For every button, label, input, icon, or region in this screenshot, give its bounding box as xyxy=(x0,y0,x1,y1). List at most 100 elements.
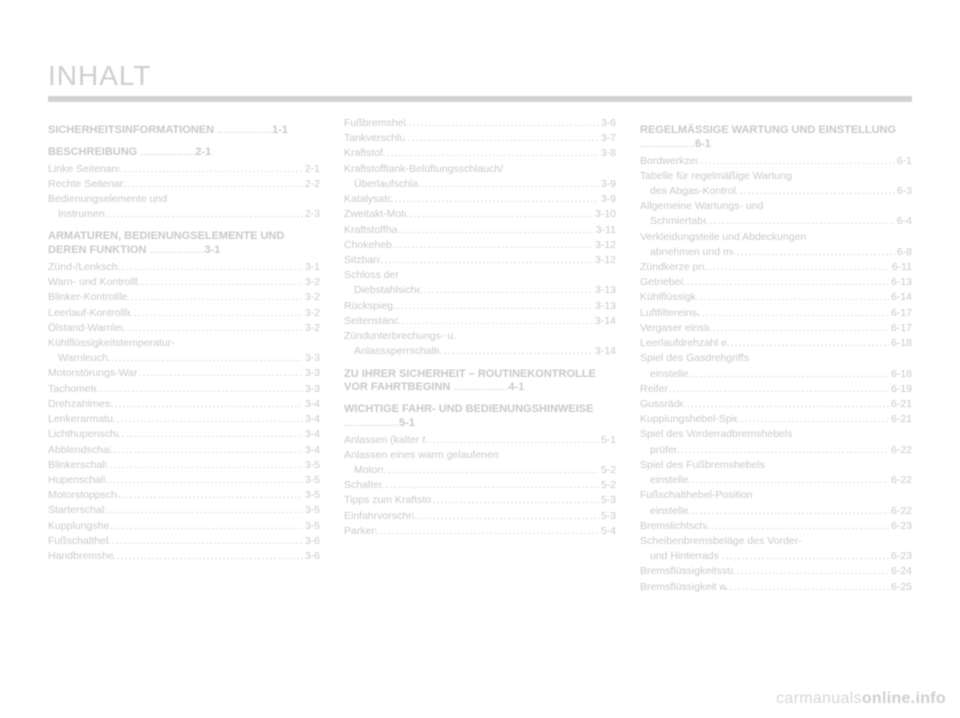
section-title: ZU IHRER SICHERHEIT – ROUTINEKONTROLLE V… xyxy=(344,368,616,396)
toc-entry-label: Parken xyxy=(344,524,376,539)
toc-column: SICHERHEITSINFORMATIONEN ...............… xyxy=(48,116,320,595)
toc-entry-label: Instrumente xyxy=(48,207,105,222)
toc-entry-page: 3-5 xyxy=(303,503,320,518)
dot-leader: ........................................… xyxy=(683,397,889,412)
section-title: WICHTIGE FAHR- UND BEDIENUNGSHINWEISE ..… xyxy=(344,403,616,431)
toc-entry-page: 3-7 xyxy=(599,131,616,146)
toc-entry-label: Bordwerkzeug xyxy=(640,154,697,169)
toc-entry-page: 3-8 xyxy=(599,146,616,161)
toc-entry-label: prüfen xyxy=(640,443,677,458)
toc-entry-label: Tankverschluss xyxy=(344,131,404,146)
toc-entry-label: Kraftstofftank-Belüftungsschlauch/ xyxy=(344,162,503,177)
toc-entry-label: Motorstoppschalter xyxy=(48,488,118,503)
dot-leader: ........................................… xyxy=(383,146,599,161)
dot-leader: ........................................… xyxy=(736,184,895,199)
toc-entry-page: 2-3 xyxy=(303,207,320,222)
toc-entry-label: Allgemeine Wartungs- und xyxy=(640,199,763,214)
toc-entry-page: 6-13 xyxy=(889,275,912,290)
toc-entry: Scheibenbremsbeläge des Vorder- xyxy=(640,534,912,549)
toc-entry-page: 3-4 xyxy=(303,397,320,412)
toc-entry-label: Anlassen eines warm gelaufenen xyxy=(344,448,499,463)
toc-entry: Rechte Seitenansicht....................… xyxy=(48,177,320,192)
toc-entry: Luftfiltereinsatz.......................… xyxy=(640,306,912,321)
toc-entry: Schmiertabelle..........................… xyxy=(640,214,912,229)
dot-leader: ........................................… xyxy=(398,314,593,329)
section-title: ARMATUREN, BEDIENUNGSELEMENTE UND DEREN … xyxy=(48,230,320,258)
dot-leader: ........................................… xyxy=(110,443,303,458)
dot-leader: ........................................… xyxy=(432,493,598,508)
toc-entry-label: Überlaufschlauch xyxy=(344,177,417,192)
dot-leader: ........................................… xyxy=(413,509,599,524)
toc-entry: Abblendschalter.........................… xyxy=(48,443,320,458)
toc-entry-page: 6-11 xyxy=(890,260,912,275)
toc-entry-label: Tabelle für regelmäßige Wartung xyxy=(640,169,792,184)
dot-leader: ........................................… xyxy=(668,382,889,397)
toc-entry-page: 3-9 xyxy=(599,192,616,207)
toc-entry: Drehzahlmesser..........................… xyxy=(48,397,320,412)
toc-entry-page: 3-5 xyxy=(303,519,320,534)
toc-entry-label: Reifen xyxy=(640,382,668,397)
page-title: INHALT xyxy=(48,60,912,102)
toc-entry-page: 3-4 xyxy=(303,443,320,458)
toc-entry-page: 6-23 xyxy=(889,549,912,564)
toc-entry: Seitenständer...........................… xyxy=(344,314,616,329)
toc-entry-page: 3-3 xyxy=(303,382,320,397)
toc-entry-page: 3-3 xyxy=(303,351,320,366)
toc-entry: Bremsflüssigkeit wechseln...............… xyxy=(640,580,912,595)
toc-entry: prüfen..................................… xyxy=(640,443,912,458)
dot-leader: ........................................… xyxy=(393,299,593,314)
toc-entry: Lenkerarmaturen.........................… xyxy=(48,412,320,427)
toc-entry-label: Scheibenbremsbeläge des Vorder- xyxy=(640,534,802,549)
dot-leader: ........................................… xyxy=(111,397,303,412)
dot-leader: ........................................… xyxy=(683,275,889,290)
toc-entry-label: einstellen xyxy=(640,473,688,488)
toc-column: REGELMÄSSIGE WARTUNG UND EINSTELLUNG ...… xyxy=(640,116,912,595)
dot-leader: ........................................… xyxy=(113,412,303,427)
toc-entry-page: 6-18 xyxy=(889,336,912,351)
toc-entry: Vergaser einstellen.....................… xyxy=(640,321,912,336)
toc-entry-label: Spiel des Vorderradbremshebels xyxy=(640,427,792,442)
toc-entry: Bremsflüssigkeitsstand prüfen...........… xyxy=(640,564,912,579)
toc-entry-label: Bremsflüssigkeitsstand prüfen xyxy=(640,564,733,579)
toc-entry-page: 5-3 xyxy=(599,493,616,508)
toc-entry-label: Starterschalter xyxy=(48,503,105,518)
toc-entry-label: Kupplungshebel xyxy=(48,519,110,534)
toc-entry-page: 3-5 xyxy=(303,488,320,503)
dot-leader: ........................................… xyxy=(123,321,303,336)
dot-leader: ........................................… xyxy=(709,321,889,336)
toc-entry: Kraftstoff..............................… xyxy=(344,146,616,161)
toc-entry: des Abgas-Kontrollsystems...............… xyxy=(640,184,912,199)
dot-leader: ........................................… xyxy=(439,344,593,359)
toc-entry: Handbremshebel..........................… xyxy=(48,549,320,564)
toc-entry: und Hinterrads prüfen...................… xyxy=(640,549,912,564)
toc-entry: Verkleidungsteile und Abdeckungen xyxy=(640,230,912,245)
toc-entry-label: Leerlauf-Kontrollleuchte xyxy=(48,306,130,321)
toc-entry-page: 3-1 xyxy=(303,260,320,275)
toc-entry-label: Linke Seitenansicht xyxy=(48,162,119,177)
toc-entry: Leerlauf-Kontrollleuchte................… xyxy=(48,306,320,321)
section-title: BESCHREIBUNG ..................2-1 xyxy=(48,146,320,160)
toc-entry: Hupenschalter...........................… xyxy=(48,473,320,488)
dot-leader: ........................................… xyxy=(688,473,889,488)
dot-leader: ........................................… xyxy=(420,283,593,298)
toc-entry-page: 6-21 xyxy=(889,397,912,412)
dot-leader: ........................................… xyxy=(106,458,303,473)
dot-leader: ........................................… xyxy=(124,177,303,192)
toc-entry: Schloss der xyxy=(344,268,616,283)
toc-entry-page: 3-6 xyxy=(303,534,320,549)
toc-entry-page: 3-5 xyxy=(303,473,320,488)
dot-leader: ........................................… xyxy=(697,154,895,169)
toc-entry-page: 3-9 xyxy=(599,177,616,192)
dot-leader: ........................................… xyxy=(118,260,303,275)
toc-entry-label: Tachometer xyxy=(48,382,96,397)
toc-entry-page: 6-4 xyxy=(895,214,912,229)
toc-entry-page: 6-17 xyxy=(889,321,912,336)
toc-entry: Katalysator.............................… xyxy=(344,192,616,207)
toc-entry-label: Kühlflüssigkeitstemperatur- xyxy=(48,336,175,351)
toc-entry-label: Kühlflüssigkeit xyxy=(640,290,695,305)
toc-entry: Chokehebel..............................… xyxy=(344,238,616,253)
toc-entry-page: 3-5 xyxy=(303,458,320,473)
toc-entry-label: Fußbremshebel xyxy=(344,116,405,131)
toc-entry: Zünd-/Lenkschloss.......................… xyxy=(48,260,320,275)
toc-entry-label: Bedienungselemente und xyxy=(48,192,167,207)
